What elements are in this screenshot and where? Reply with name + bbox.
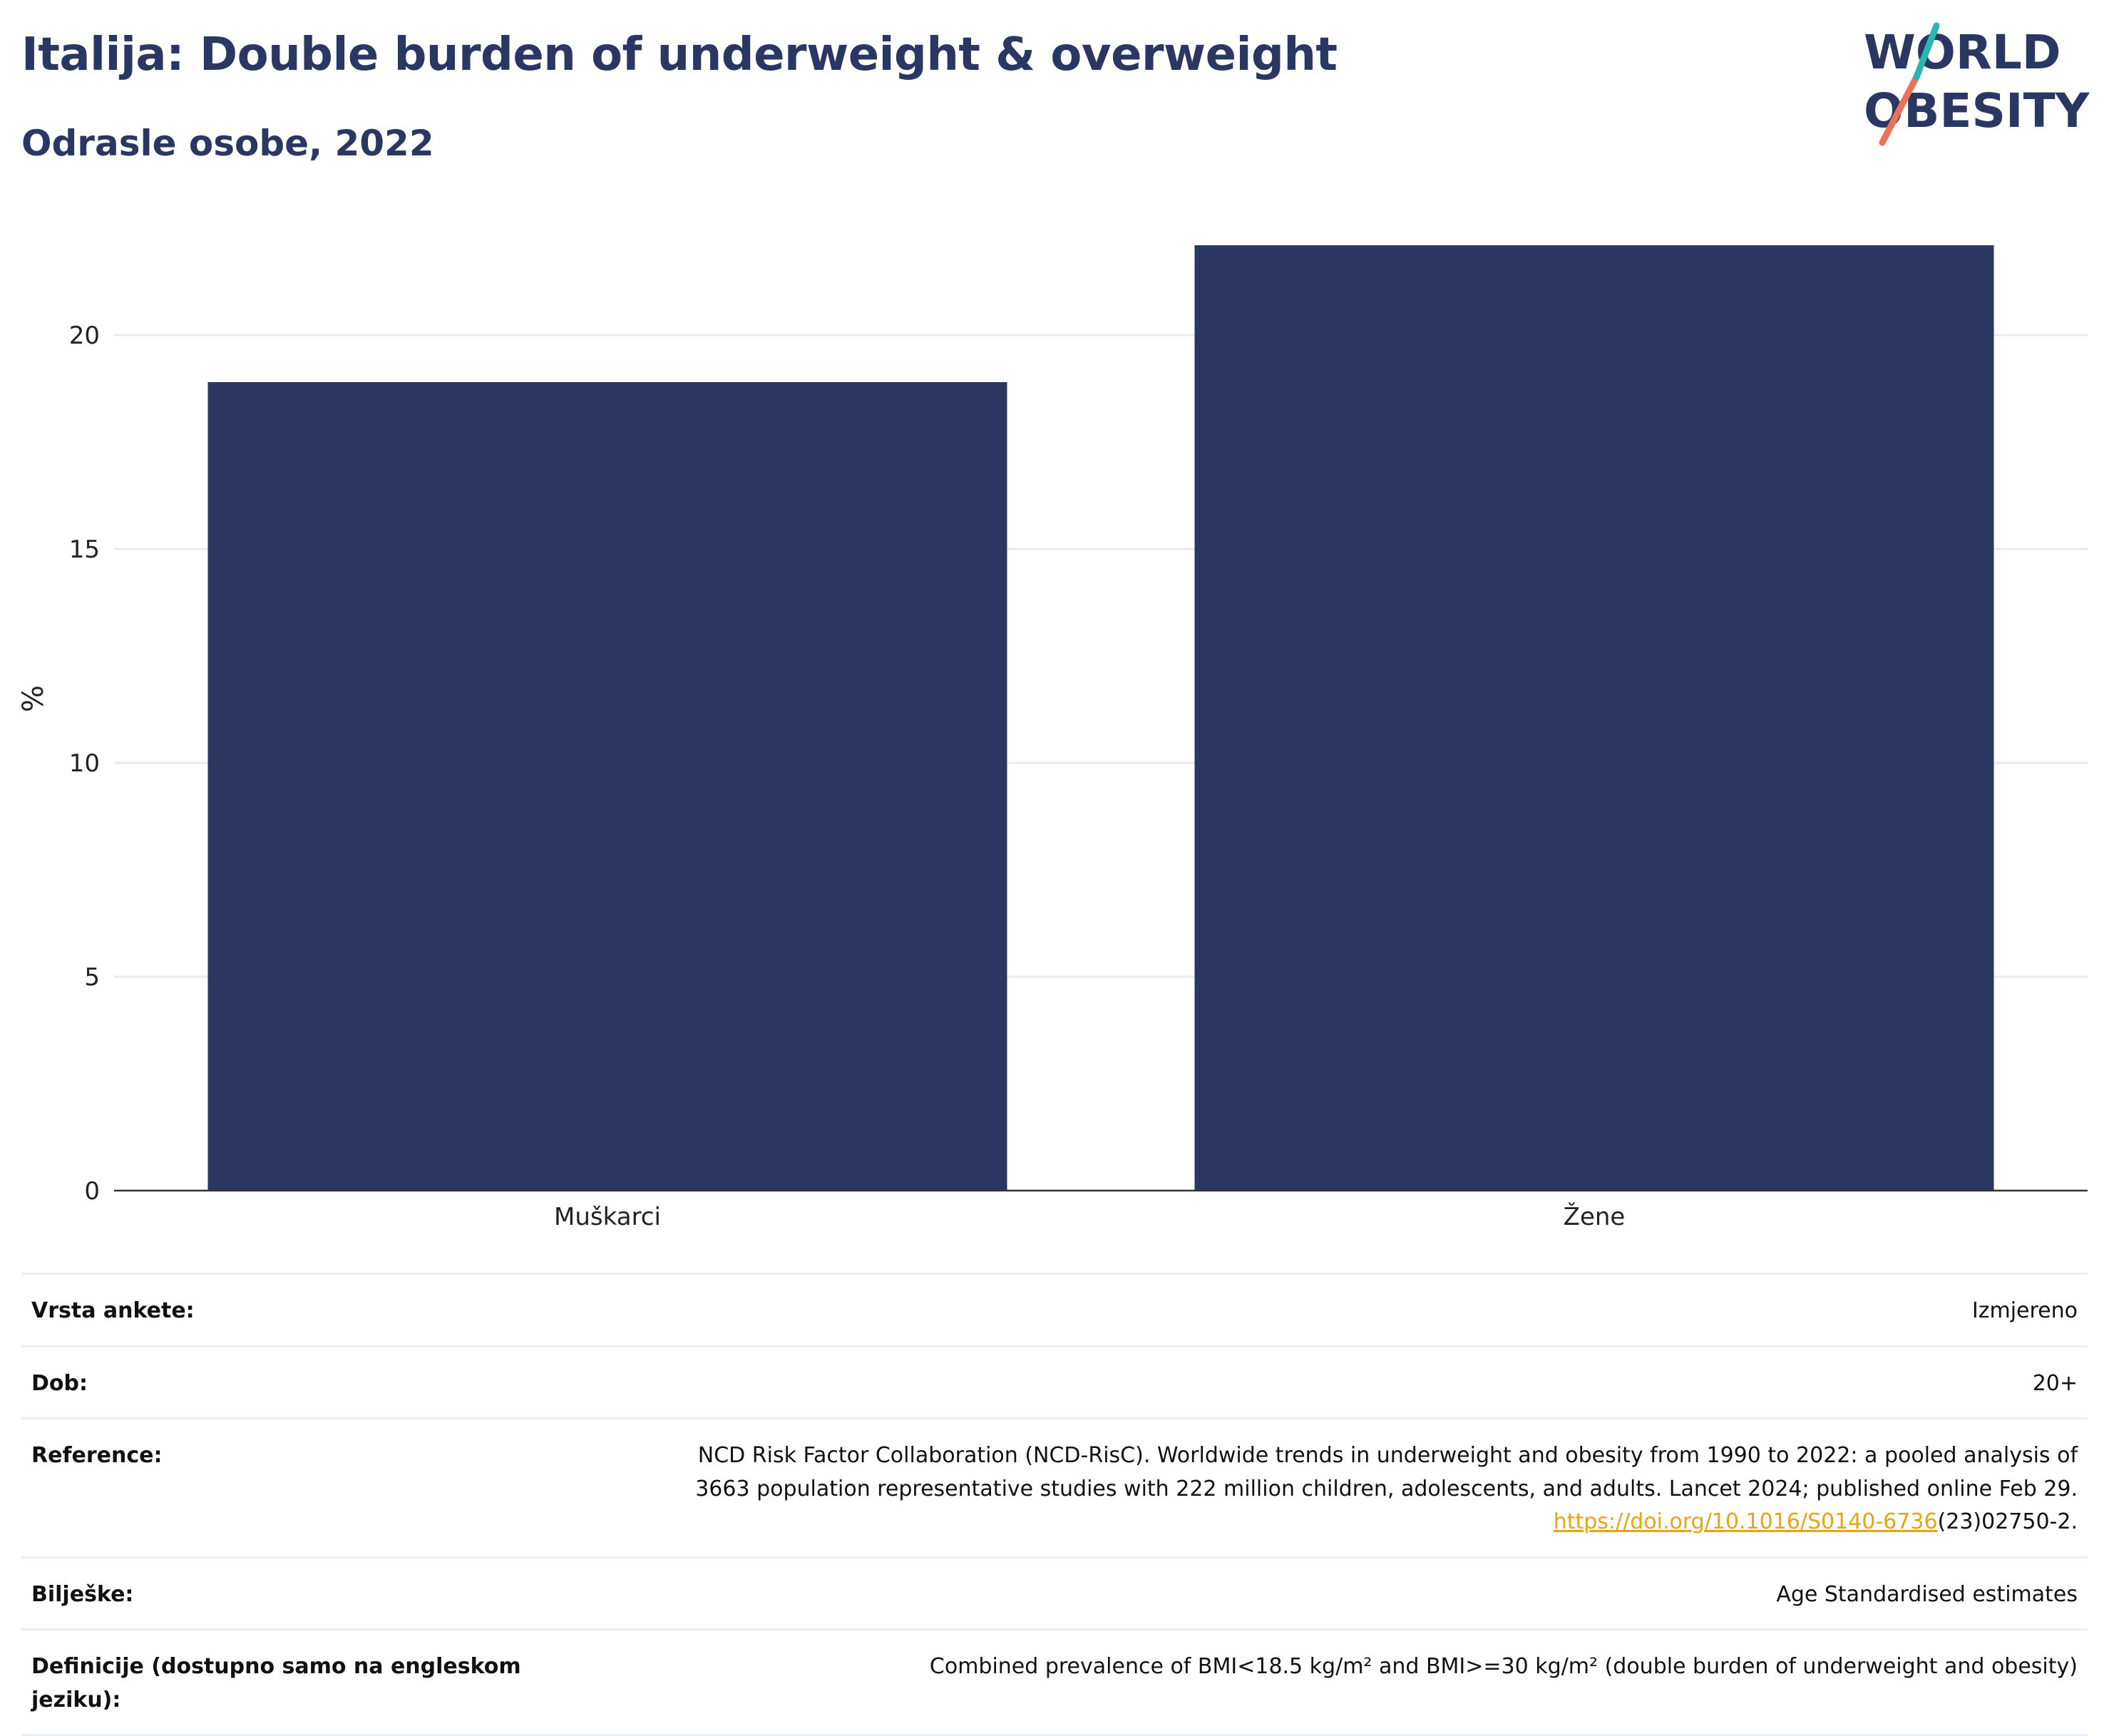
logo-teal-slash (1913, 22, 1940, 81)
bar (207, 382, 1007, 1191)
info-key: Bilješke: (31, 1581, 134, 1607)
reference-line1: NCD Risk Factor Collaboration (NCD-RisC)… (697, 1443, 2078, 1468)
reference-doi-link[interactable]: https://doi.org/10.1016/S0140-6736 (1553, 1509, 1938, 1534)
info-row-notes: Bilješke: Age Standardised estimates (21, 1557, 2088, 1630)
reference-doi-suffix: (23)02750-2. (1937, 1509, 2078, 1534)
logo-coral-slash (1879, 73, 1920, 146)
y-tick-label: 5 (84, 963, 100, 992)
info-key: Reference: (31, 1443, 163, 1468)
info-value: Izmjereno (1971, 1298, 2078, 1323)
x-axis-ticks: Muškarci Žene (554, 1202, 1625, 1231)
reference-line2: 3663 population representative studies w… (695, 1476, 2078, 1501)
info-value: Combined prevalence of BMI<18.5 kg/m² an… (929, 1654, 2078, 1679)
y-tick-label: 0 (84, 1177, 100, 1206)
y-axis-label: % (17, 685, 50, 712)
chart-subtitle: Odrasle osobe, 2022 (21, 123, 434, 164)
chart-title: Italija: Double burden of underweight & … (21, 29, 1338, 81)
y-tick-label: 10 (69, 749, 100, 778)
y-tick-label: 20 (69, 322, 100, 350)
info-value: Age Standardised estimates (1776, 1581, 2078, 1607)
info-row-age: Dob: 20+ (21, 1346, 2088, 1419)
info-row-survey-type: Vrsta ankete: Izmjereno (21, 1273, 2088, 1347)
x-tick-label: Muškarci (554, 1203, 661, 1231)
info-value: NCD Risk Factor Collaboration (NCD-RisC)… (555, 1419, 2088, 1558)
bar (1194, 245, 1994, 1191)
logo-line1: WORLD (1864, 25, 2061, 80)
info-row-definitions: Definicije (dostupno samo na engleskom j… (21, 1629, 2088, 1735)
world-obesity-logo: WORLD OBESITY (1864, 22, 2090, 146)
bar-chart: 0 5 10 15 20 Muškarci Žene % (17, 245, 2088, 1231)
info-key: Dob: (31, 1370, 88, 1396)
info-key: Definicije (dostupno samo na engleskom j… (31, 1654, 521, 1712)
y-tick-label: 15 (69, 535, 100, 564)
x-tick-label: Žene (1564, 1202, 1626, 1231)
bars (207, 245, 1994, 1191)
info-row-reference: Reference: NCD Risk Factor Collaboration… (21, 1418, 2088, 1558)
info-table: Vrsta ankete: Izmjereno Dob: 20+ Referen… (21, 1273, 2088, 1736)
info-key: Vrsta ankete: (31, 1298, 195, 1323)
info-value: 20+ (2032, 1370, 2078, 1396)
y-axis-ticks: 0 5 10 15 20 (69, 322, 100, 1206)
